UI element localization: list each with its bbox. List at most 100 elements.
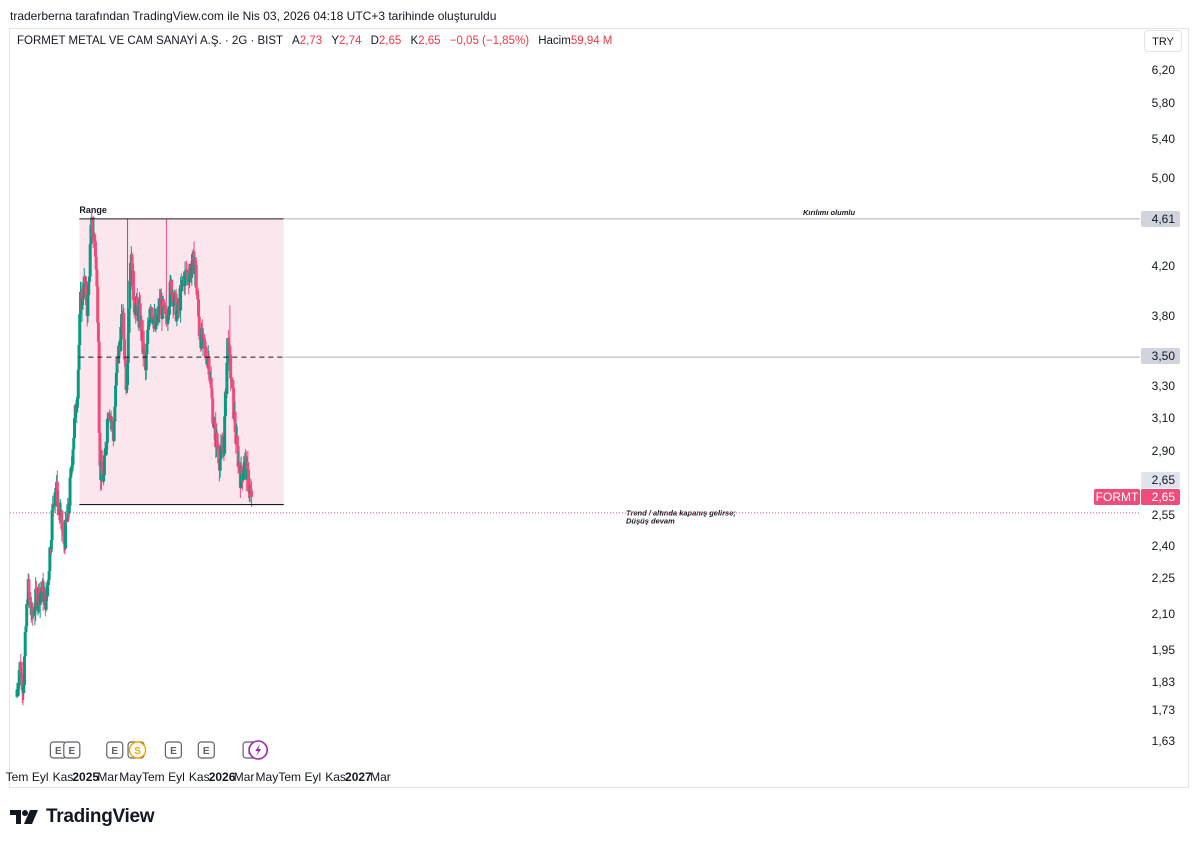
candle-body — [145, 343, 149, 354]
candle-body — [164, 313, 168, 319]
candle-body — [87, 281, 91, 295]
candle-body — [188, 274, 192, 283]
candle-body — [179, 284, 183, 311]
candle-body — [144, 353, 148, 371]
candle-body — [215, 433, 219, 447]
candle-body — [195, 288, 199, 295]
candle-body — [241, 473, 245, 481]
last-price-tag: 2,65 — [1152, 490, 1176, 504]
candle-body — [170, 279, 174, 296]
candle-body — [210, 388, 214, 399]
candle-body — [228, 345, 232, 355]
time-tick: Tem — [6, 770, 29, 784]
candle-body — [46, 585, 50, 597]
candle-body — [220, 444, 224, 450]
candle-body — [102, 475, 106, 482]
open-label: A — [292, 35, 300, 47]
currency-button[interactable]: TRY — [1144, 30, 1182, 52]
candle-body — [207, 356, 211, 375]
close-value: 2,65 — [418, 35, 441, 47]
candle-body — [76, 369, 80, 399]
candle-body — [216, 446, 220, 452]
candle-body — [130, 254, 134, 286]
time-tick: 2026 — [209, 770, 236, 784]
candle-body — [76, 398, 80, 406]
candle-body — [20, 673, 24, 691]
level-tag-mid-bg — [1141, 348, 1180, 364]
candle-body — [15, 689, 19, 697]
candle-body — [164, 312, 168, 314]
levels-layer: Range Kırılımı olumlu Trend / altında kapa… — [10, 205, 1140, 526]
change-value: −0,05 (−1,85%) — [449, 35, 530, 47]
range-box — [79, 218, 284, 505]
symbol-legend[interactable]: FORMET METAL VE CAM SANAYİ A.Ş. · 2G · B… — [17, 35, 612, 47]
symbol-tag-bg — [1094, 489, 1140, 505]
tradingview-logo-icon — [10, 810, 38, 824]
candle-body — [244, 455, 248, 458]
candle-body — [202, 339, 206, 347]
candle-body — [128, 280, 132, 309]
time-tick: Tem — [278, 770, 301, 784]
candle-body — [223, 416, 227, 454]
candle-body — [208, 374, 212, 379]
price-tick: 3,80 — [1152, 309, 1176, 323]
price-tick: 6,20 — [1152, 63, 1176, 77]
candle-body — [148, 308, 152, 323]
candle-body — [196, 294, 200, 300]
candle-body — [183, 270, 187, 287]
candle-body — [55, 481, 59, 507]
time-tick: Kas — [53, 770, 74, 784]
price-tick: 1,95 — [1152, 643, 1176, 657]
candle-body — [240, 466, 244, 475]
candle-body — [80, 289, 84, 310]
candle-body — [68, 477, 72, 506]
candle-body — [70, 467, 74, 469]
earnings-label: E — [203, 746, 210, 757]
candle-body — [34, 588, 38, 591]
candle-body — [126, 332, 130, 364]
candle-body — [134, 304, 138, 315]
tradingview-logo[interactable]: TradingView — [10, 806, 155, 828]
candle-body — [163, 306, 167, 313]
candle-body — [114, 372, 118, 386]
earnings-label: E — [111, 746, 118, 757]
candle-body — [105, 442, 109, 450]
chart-frame — [9, 28, 1189, 788]
candle-body — [73, 418, 77, 438]
price-tick: 1,83 — [1152, 675, 1176, 689]
candle-body — [84, 283, 88, 305]
candle-body — [190, 267, 194, 277]
candle-body — [203, 346, 207, 348]
candle-body — [67, 505, 71, 514]
candle-body — [113, 406, 117, 422]
candle-body — [71, 449, 75, 465]
attribution-text: traderberna tarafından TradingView.com i… — [10, 9, 497, 23]
candle-body — [114, 385, 118, 407]
candle-body — [39, 592, 43, 594]
candle-body — [47, 571, 51, 581]
breakdown-note: Trend / altında kapanış gelirse; — [626, 509, 736, 518]
candle-body — [231, 380, 235, 388]
candle-body — [78, 314, 82, 345]
candle-body — [97, 341, 101, 434]
candle-body — [50, 510, 54, 541]
candle-body — [53, 492, 57, 506]
lightning-icon — [255, 744, 262, 756]
price-tick: 5,80 — [1152, 96, 1176, 110]
price-tick: 4,20 — [1152, 259, 1176, 273]
candle-body — [209, 377, 213, 389]
earnings-label: E — [55, 746, 62, 757]
candle-body — [31, 607, 35, 616]
candle-body — [218, 459, 222, 471]
candle-body — [33, 609, 37, 615]
candle-body — [219, 444, 223, 460]
candle-body — [98, 433, 102, 466]
candle-body — [202, 334, 206, 340]
level-tag-mid: 3,50 — [1152, 349, 1176, 363]
time-tick: Eyl — [304, 770, 321, 784]
split-marker — [128, 741, 147, 759]
price-axis: 6,20 5,80 5,40 5,00 4,20 3,80 3,30 3,10 2,90 2,55… — [1094, 63, 1180, 748]
candle-body — [154, 315, 158, 330]
candle-body — [69, 468, 73, 478]
